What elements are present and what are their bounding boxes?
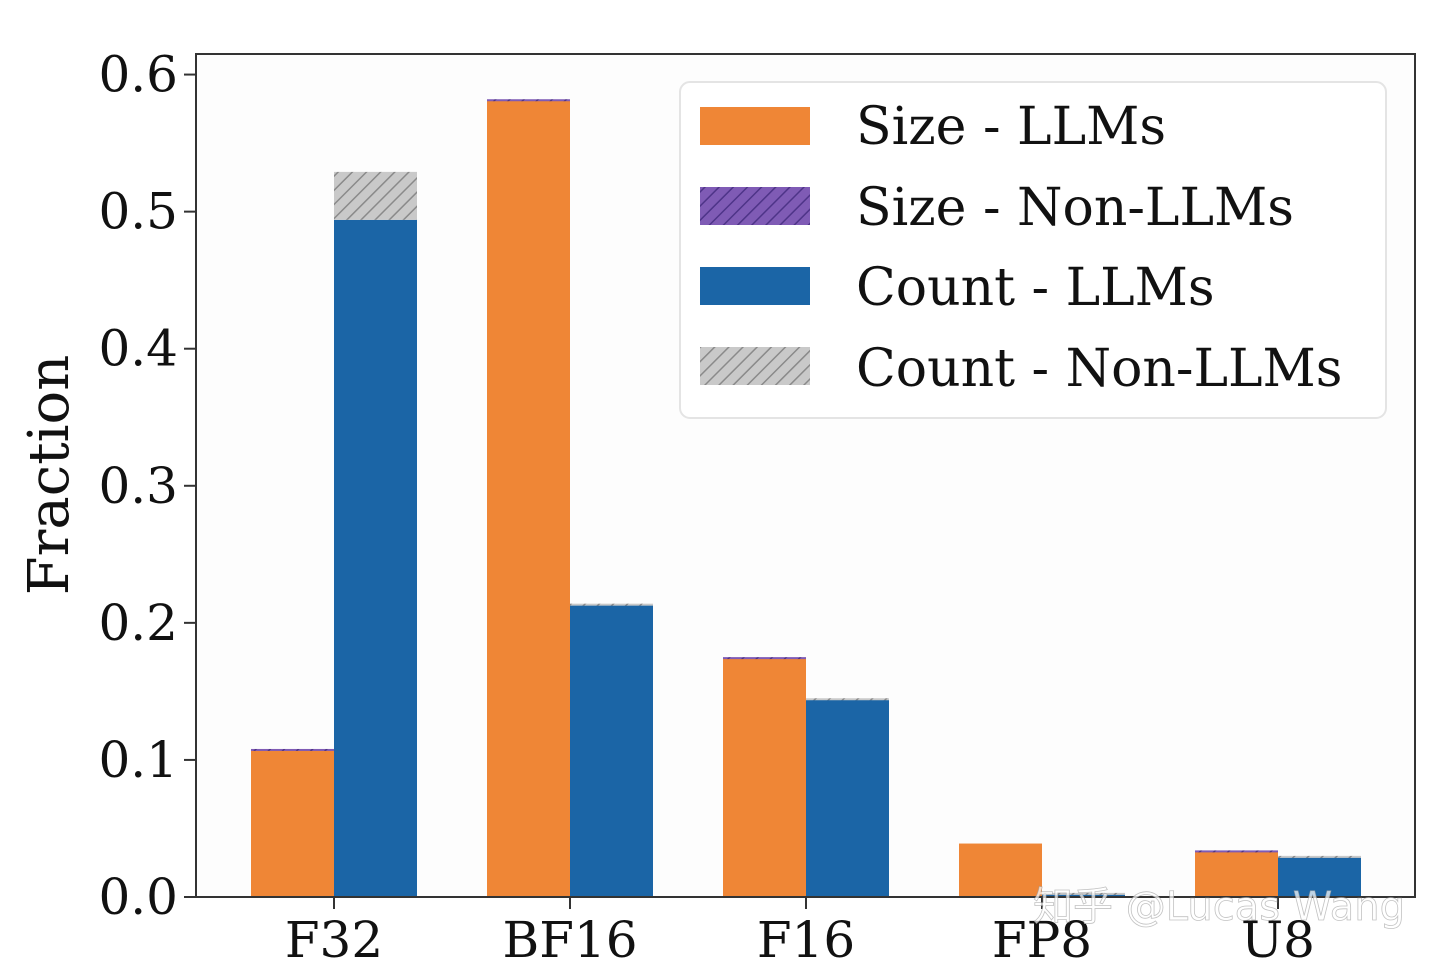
- legend-swatch-size-llms: [700, 107, 810, 145]
- watermark: 知乎 @Lucas Wang: [1033, 884, 1405, 930]
- x-tick-label-fp8: FP8: [992, 911, 1092, 969]
- bar-count-llms-f16: [806, 699, 889, 897]
- legend-label-size-llms: Size - LLMs: [856, 97, 1166, 157]
- legend: Size - LLMs Size - Non-LLMs Count - LLMs…: [679, 81, 1387, 419]
- bar-count-llms-u8: [1278, 857, 1361, 897]
- bar-count-llms-bf16: [570, 605, 653, 897]
- x-tick-label-f32: F32: [285, 911, 383, 969]
- bar-count-non-llms-u8: [1278, 855, 1361, 858]
- bar-size-llms-bf16: [487, 100, 570, 898]
- bar-count-non-llms-f16: [806, 698, 889, 701]
- y-tick-label: 0.5: [98, 183, 178, 241]
- legend-label-count-non-llms: Count - Non-LLMs: [856, 339, 1342, 399]
- bar-count-llms-f32: [334, 219, 417, 898]
- y-tick-label: 0.0: [98, 868, 178, 926]
- x-tick-label-f16: F16: [757, 911, 855, 969]
- y-axis: 0.0 0.1 0.2 0.3 0.4 0.5 0.6: [98, 46, 196, 926]
- y-tick-label: 0.4: [98, 320, 178, 378]
- bar-count-non-llms-fp8: [1042, 892, 1125, 895]
- legend-swatch-size-non-llms: [700, 187, 810, 225]
- legend-swatch-count-non-llms: [700, 347, 810, 385]
- bars-layer: [251, 99, 1361, 898]
- legend-label-count-llms: Count - LLMs: [856, 258, 1215, 318]
- bar-size-llms-f32: [251, 750, 334, 897]
- y-tick-label: 0.3: [98, 457, 178, 515]
- bar-count-llms-fp8: [1042, 894, 1125, 897]
- bar-count-non-llms-f32: [334, 171, 417, 220]
- bar-size-llms-fp8: [959, 843, 1042, 897]
- legend-frame: [679, 81, 1387, 419]
- bar-size-non-llms-f32: [251, 748, 334, 751]
- bar-size-non-llms-u8: [1195, 850, 1278, 853]
- y-axis-title: Fraction: [17, 355, 82, 596]
- bar-count-non-llms-bf16: [570, 603, 653, 606]
- bar-size-llms-f16: [723, 658, 806, 897]
- y-tick-label: 0.6: [98, 46, 178, 104]
- bar-size-llms-u8: [1195, 851, 1278, 897]
- bar-size-non-llms-bf16: [487, 99, 570, 102]
- x-tick-label-u8: U8: [1241, 911, 1315, 969]
- legend-swatch-count-llms: [700, 267, 810, 305]
- y-tick-label: 0.1: [98, 731, 178, 789]
- y-tick-label: 0.2: [98, 594, 178, 652]
- x-tick-label-bf16: BF16: [502, 911, 637, 969]
- legend-label-size-non-llms: Size - Non-LLMs: [856, 178, 1294, 238]
- x-axis: F32 BF16 F16 FP8 U8: [285, 897, 1315, 969]
- bar-size-non-llms-f16: [723, 657, 806, 660]
